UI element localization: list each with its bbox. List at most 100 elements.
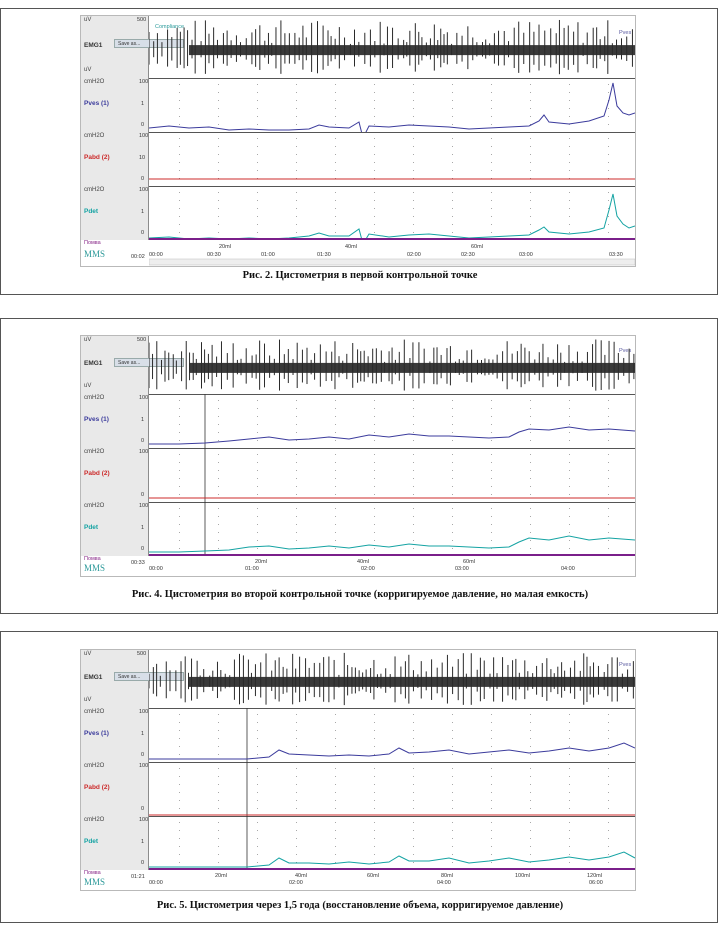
elapsed-time: 00:02 [131, 254, 145, 260]
tick-max: 100 [139, 503, 149, 509]
pdet-unit: cmH2O [84, 503, 105, 509]
start-time: 00:00 [149, 566, 163, 572]
pdet-trace [149, 192, 635, 240]
time-mark-0: 01:00 [245, 566, 259, 572]
time-mark-0: 02:00 [289, 880, 303, 886]
pves-panel: cmH2O Pves (1) 100 1 0 [81, 394, 635, 449]
time-mark-2: 06:00 [589, 880, 603, 886]
time-mark-5: 03:00 [519, 252, 533, 258]
pabd-unit: cmH2O [84, 133, 105, 139]
pves-side-tag: Pves [619, 662, 632, 668]
emg-unit-top: uV [84, 651, 92, 657]
axis-marks: 20ml 40ml 60ml 00:00 01:00 02:00 03:00 0… [149, 559, 575, 572]
scrollbar [149, 258, 635, 266]
pdet-label: Pdet [84, 208, 99, 215]
pabd-trace [149, 448, 635, 502]
volume-mark-0: 20ml [219, 244, 231, 250]
tick-mid: 1 [141, 209, 145, 215]
pabd-label: Pabd (2) [84, 154, 110, 161]
figure-5: uV 500 EMG1 uV Save as... Pves cmH2O Pve… [0, 631, 718, 923]
time-mark-1: 02:00 [361, 566, 375, 572]
figure-2: uV 500 EMG1 uV Save as... Compliance Pve… [0, 8, 718, 295]
tick-mid: 1 [141, 525, 145, 531]
axis-marks: 20ml 40ml 60ml 80ml 100ml 120ml 00:00 02… [149, 873, 603, 886]
tick-zero: 0 [141, 438, 145, 444]
tick-zero: 0 [141, 230, 145, 236]
time-axis-area: Помва MMS 00:02 20ml 40ml 60ml 00:00 00:… [81, 240, 635, 266]
time-mark-2: 03:00 [455, 566, 469, 572]
volume-mark-0: 20ml [215, 873, 227, 879]
start-time: 00:00 [149, 880, 163, 886]
time-mark-4: 02:30 [461, 252, 475, 258]
emg-label: EMG1 [84, 674, 103, 681]
time-mark-1: 04:00 [437, 880, 451, 886]
pabd-panel: cmH2O Pabd (2) 100 0 [81, 762, 635, 817]
tick-mid: 1 [141, 101, 145, 107]
pves-side-tag: Pves [619, 30, 632, 36]
pves-trace [149, 394, 635, 448]
tick-mid: 1 [141, 731, 145, 737]
pabd-label: Pabd (2) [84, 470, 110, 477]
pdet-panel: cmH2O Pdet 100 1 0 [81, 502, 635, 557]
tick-mid: 10 [139, 155, 146, 161]
tick-max: 100 [139, 187, 149, 193]
cystometry-screenshot: uV 500 EMG1 uV Save as... Pves cmH2O Pve… [80, 649, 636, 891]
emg-top-value: 500 [137, 651, 147, 657]
time-mark-1: 01:00 [261, 252, 275, 258]
pabd-panel: cmH2O Pabd (2) 100 0 [81, 448, 635, 503]
mms-logo: MMS [84, 563, 106, 573]
figure-caption: Рис. 4. Цистометрия во второй контрольно… [131, 589, 589, 600]
pves-trace [149, 82, 635, 132]
emg-label: EMG1 [84, 360, 103, 367]
volume-mark-3: 80ml [441, 873, 453, 879]
emg-panel: uV 500 EMG1 uV Save as... Pves [81, 336, 635, 395]
time-mark-3: 04:00 [561, 566, 575, 572]
tick-zero: 0 [141, 860, 145, 866]
figure-caption: Рис. 5. Цистометрия через 1,5 года (восс… [156, 900, 564, 911]
cystometry-screenshot: uV 500 EMG1 uV Save as... Compliance Pve… [80, 15, 636, 267]
emg-unit-bottom: uV [84, 697, 92, 703]
pves-label: Pves (1) [84, 416, 109, 423]
tick-max: 100 [139, 709, 149, 715]
mms-logo: MMS [84, 877, 106, 887]
volume-mark-2: 60ml [471, 244, 483, 250]
emg-unit-top: uV [84, 17, 92, 23]
pabd-panel: cmH2O Pabd (2) 100 10 0 [81, 132, 635, 187]
axis-marks: 20ml 40ml 60ml 00:00 00:30 01:00 01:30 0… [149, 244, 635, 266]
tick-zero: 0 [141, 546, 145, 552]
time-axis-area: Помва MMS 00:33 20ml 40ml 60ml 00:00 01:… [81, 556, 635, 576]
pdet-panel: cmH2O Pdet 100 1 0 [81, 186, 635, 241]
tick-zero: 0 [141, 176, 145, 182]
tick-zero: 0 [141, 122, 145, 128]
volume-mark-2: 60ml [463, 559, 475, 565]
tick-zero: 0 [141, 752, 145, 758]
time-mark-6: 03:30 [609, 252, 623, 258]
tick-zero: 0 [141, 492, 145, 498]
volume-mark-1: 40ml [295, 873, 307, 879]
time-mark-2: 01:30 [317, 252, 331, 258]
tick-mid: 1 [141, 839, 145, 845]
pomva-label: Помва [84, 240, 101, 246]
time-mark-3: 02:00 [407, 252, 421, 258]
pves-side-tag: Pves [619, 348, 632, 354]
pomva-label: Помва [84, 870, 101, 876]
pdet-panel: cmH2O Pdet 100 1 0 [81, 816, 635, 871]
tick-zero: 0 [141, 806, 145, 812]
pves-panel: cmH2O Pves (1) 100 1 0 [81, 708, 635, 763]
time-mark-0: 00:30 [207, 252, 221, 258]
pdet-unit: cmH2O [84, 817, 105, 823]
volume-mark-1: 40ml [345, 244, 357, 250]
pves-label: Pves (1) [84, 730, 109, 737]
pves-unit: cmH2O [84, 79, 105, 85]
pdet-trace [149, 502, 635, 556]
tick-max: 100 [139, 79, 149, 85]
volume-mark-1: 40ml [357, 559, 369, 565]
pabd-label: Pabd (2) [84, 784, 110, 791]
tick-max: 100 [139, 449, 149, 455]
emg-top-value: 500 [137, 337, 147, 343]
tick-max: 100 [139, 763, 149, 769]
pabd-trace [149, 138, 635, 180]
tick-max: 100 [139, 395, 149, 401]
emg-panel: uV 500 EMG1 uV Save as... Pves [81, 650, 635, 709]
emg-unit-bottom: uV [84, 383, 92, 389]
